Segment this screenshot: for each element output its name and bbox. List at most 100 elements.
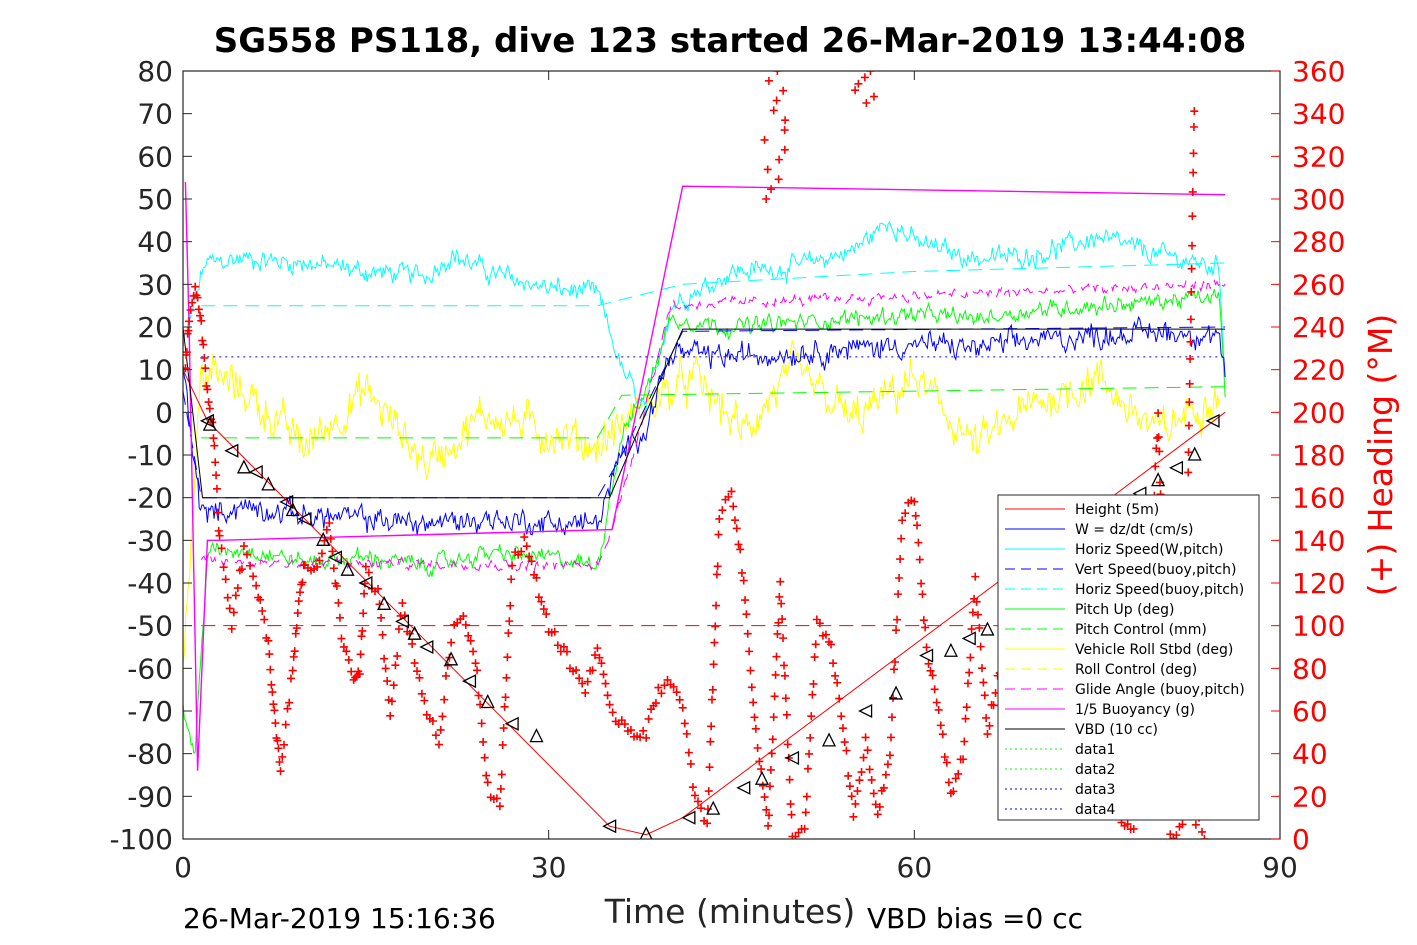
right-axis-label: (+) Heading (°M) — [1361, 314, 1400, 596]
heading-marker — [845, 782, 854, 791]
heading-marker — [972, 597, 981, 606]
heading-marker — [949, 787, 958, 796]
heading-marker — [572, 666, 581, 675]
y-tick-label: 10 — [137, 354, 173, 387]
vbd-marker — [736, 780, 751, 795]
heading-marker — [289, 652, 298, 661]
heading-marker — [420, 696, 429, 705]
heading-marker — [275, 757, 284, 766]
series-line — [201, 262, 1226, 307]
heading-marker — [520, 533, 529, 542]
heading-marker — [377, 613, 386, 622]
heading-marker — [710, 638, 719, 647]
heading-marker — [499, 724, 508, 733]
vbd-marker — [754, 770, 770, 785]
heading-marker — [283, 704, 292, 713]
heading-marker — [239, 542, 248, 551]
vbd-marker — [943, 642, 958, 657]
heading-marker — [657, 689, 666, 698]
heading-marker — [780, 126, 789, 135]
heading-marker — [534, 593, 543, 602]
heading-marker — [768, 735, 777, 744]
heading-marker — [704, 787, 713, 796]
vbd-marker — [480, 694, 495, 709]
heading-marker — [483, 778, 492, 787]
heading-marker — [1188, 241, 1197, 250]
vbd-marker — [529, 728, 544, 743]
vbd-marker — [202, 416, 217, 431]
heading-marker — [773, 629, 782, 638]
right-tick-label: 120 — [1292, 567, 1345, 600]
heading-marker — [976, 642, 985, 651]
footer-vbd-bias: VBD bias =0 cc — [867, 902, 1083, 935]
heading-marker — [213, 508, 222, 517]
legend-box — [997, 494, 1260, 821]
heading-marker — [595, 653, 604, 662]
y-tick-label: -50 — [127, 610, 173, 643]
legend-label: Glide Angle (buoy,pitch) — [1075, 682, 1245, 698]
heading-marker — [211, 458, 220, 467]
heading-marker — [271, 719, 280, 728]
right-tick-label: 340 — [1292, 98, 1345, 131]
heading-marker — [853, 787, 862, 796]
heading-marker — [849, 812, 858, 821]
heading-marker — [737, 568, 746, 577]
heading-marker — [747, 683, 756, 692]
heading-marker — [288, 666, 297, 675]
heading-marker — [891, 657, 900, 666]
heading-marker — [246, 561, 255, 570]
series-line — [184, 181, 1226, 771]
heading-marker — [575, 674, 584, 683]
vbd-marker — [821, 732, 837, 747]
right-tick-label: 240 — [1292, 311, 1345, 344]
heading-marker — [296, 588, 305, 597]
heading-marker — [482, 771, 491, 780]
right-tick-label: 260 — [1292, 268, 1345, 301]
heading-marker — [779, 634, 788, 643]
heading-marker — [508, 561, 517, 570]
heading-marker — [672, 688, 681, 697]
heading-marker — [335, 613, 344, 622]
heading-marker — [708, 685, 717, 694]
heading-marker — [270, 706, 279, 715]
y-tick-label: 40 — [137, 226, 173, 259]
heading-marker — [191, 282, 200, 291]
heading-marker — [196, 311, 205, 320]
heading-marker — [198, 336, 207, 345]
heading-marker — [978, 664, 987, 673]
heading-marker — [890, 665, 899, 674]
vbd-marker — [461, 674, 477, 689]
right-tick-label: 280 — [1292, 226, 1345, 259]
heading-marker — [337, 634, 346, 643]
legend-label: VBD (10 cc) — [1075, 722, 1158, 738]
x-axis-label: Time (minutes) — [604, 892, 856, 931]
heading-marker — [293, 609, 302, 618]
vbd-marker — [358, 575, 373, 591]
legend-label: 1/5 Buoyancy (g) — [1075, 702, 1195, 718]
heading-marker — [879, 783, 888, 792]
heading-marker — [639, 726, 648, 735]
heading-marker — [1190, 107, 1199, 116]
heading-marker — [778, 615, 787, 624]
legend-label: Roll Control (deg) — [1075, 662, 1197, 678]
heading-marker — [729, 502, 738, 511]
heading-marker — [209, 434, 218, 443]
heading-marker — [764, 76, 773, 85]
heading-marker — [581, 688, 590, 697]
right-tick-label: 40 — [1292, 738, 1328, 771]
heading-marker — [1155, 447, 1164, 456]
heading-marker — [711, 622, 720, 631]
heading-marker — [772, 652, 781, 661]
heading-marker — [394, 625, 403, 634]
heading-marker — [608, 708, 617, 717]
heading-marker — [294, 597, 303, 606]
heading-marker — [736, 545, 745, 554]
series-line — [201, 386, 1226, 439]
heading-marker — [466, 636, 475, 645]
heading-marker — [537, 597, 546, 606]
heading-marker — [774, 618, 783, 627]
heading-marker — [873, 810, 882, 819]
heading-marker — [732, 524, 741, 533]
heading-marker — [276, 767, 285, 776]
heading-marker — [1154, 433, 1163, 442]
